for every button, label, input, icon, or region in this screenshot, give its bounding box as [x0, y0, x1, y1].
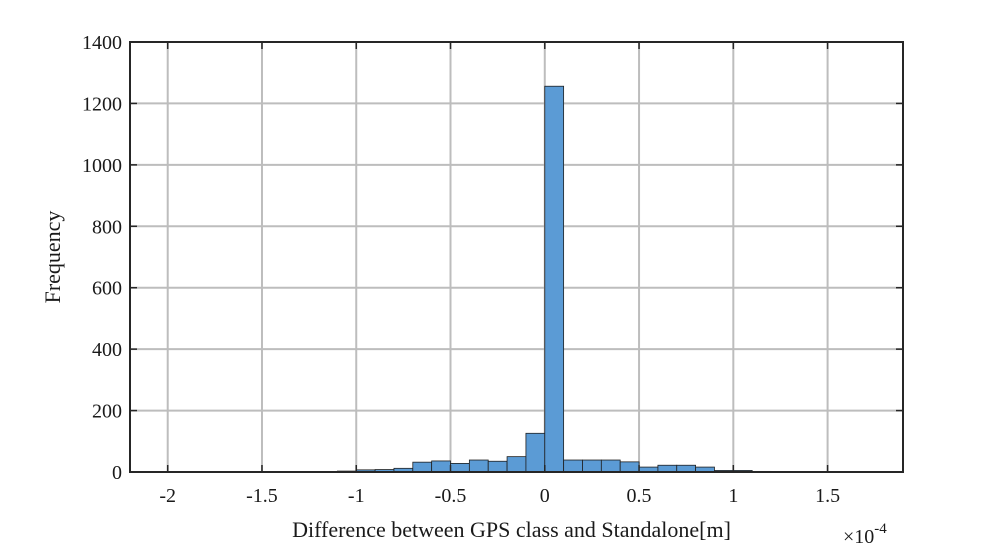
x-axis-multiplier-exponent: -4	[874, 521, 887, 537]
y-tick-label: 400	[92, 339, 122, 361]
histogram-bar	[487, 460, 508, 473]
histogram-bar	[431, 460, 451, 473]
histogram-bar	[676, 464, 697, 473]
y-tick-label: 1200	[82, 93, 122, 115]
x-tick-label: 0.5	[627, 485, 652, 507]
histogram-bar	[619, 461, 640, 473]
y-tick-label: 0	[112, 462, 122, 484]
histogram-bar	[544, 85, 565, 473]
y-axis-ticks: 0 200 400 600 800 1000 1200 1400	[82, 32, 903, 484]
histogram-bar	[582, 459, 602, 473]
x-axis-ticks: -2 -1.5 -1 -0.5 0 0.5 1 1.5	[159, 42, 840, 507]
histogram-bar	[506, 456, 527, 473]
y-axis-title: Frequency	[40, 211, 65, 304]
histogram-bar	[450, 462, 470, 473]
histogram-bar	[600, 459, 621, 473]
x-tick-label: 1.5	[815, 485, 840, 507]
x-axis-title: Difference between GPS class and Standal…	[292, 517, 731, 542]
y-tick-label: 1000	[82, 155, 122, 177]
x-tick-label: -0.5	[435, 485, 467, 507]
histogram-bar	[563, 459, 583, 473]
x-tick-label: -1	[348, 485, 365, 507]
histogram-bar	[525, 432, 546, 473]
histogram-bar	[412, 461, 433, 473]
x-tick-label: -1.5	[246, 485, 278, 507]
y-tick-label: 800	[92, 216, 122, 238]
x-tick-label: 0	[540, 485, 550, 507]
x-tick-label: -2	[159, 485, 176, 507]
y-tick-label: 1400	[82, 32, 122, 54]
x-tick-label: 1	[728, 485, 738, 507]
y-tick-label: 200	[92, 401, 122, 423]
x-axis-exponent: ×10-4	[843, 521, 887, 547]
plot-frame	[129, 41, 904, 473]
y-tick-label: 600	[92, 278, 122, 300]
histogram-bar	[468, 459, 489, 473]
histogram-bar	[657, 464, 678, 473]
x-axis-multiplier-base: ×10	[843, 526, 874, 547]
